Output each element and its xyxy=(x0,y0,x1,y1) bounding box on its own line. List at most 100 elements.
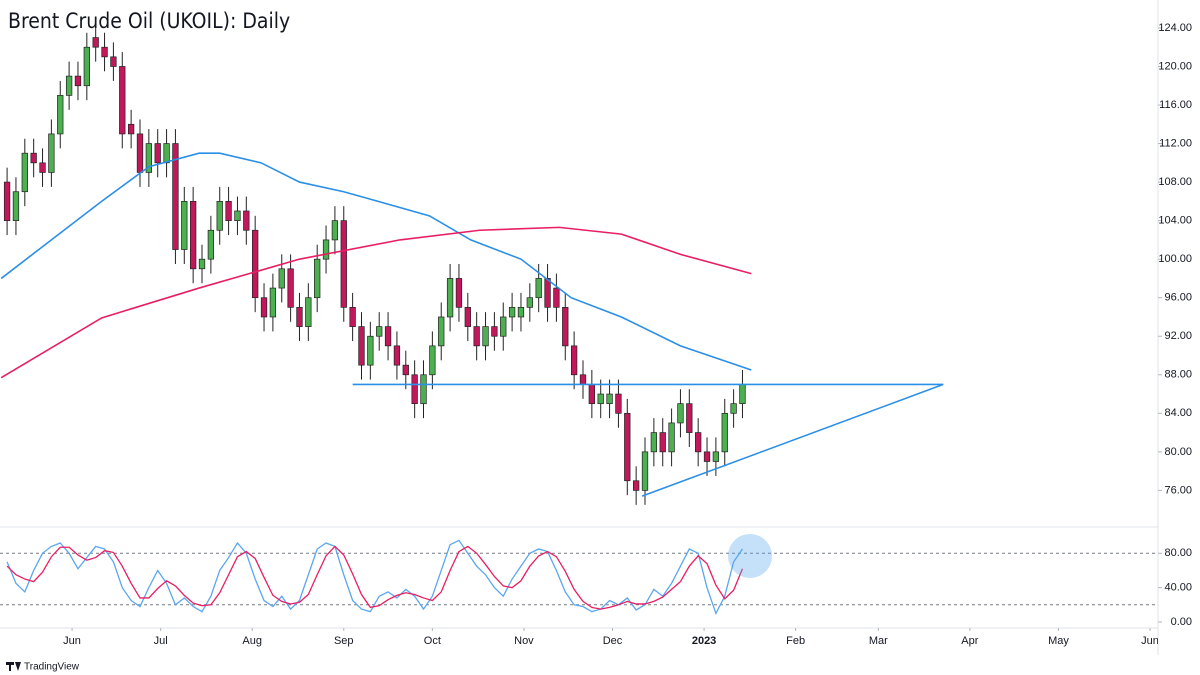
candle-body xyxy=(322,239,330,260)
candle-body xyxy=(438,316,445,347)
y-tick-label: 80.00 xyxy=(1164,547,1192,559)
candle-body xyxy=(588,384,595,405)
candle-body xyxy=(650,432,658,453)
y-tick-label: 40.00 xyxy=(1164,582,1192,594)
logo xyxy=(6,662,21,671)
candle-body xyxy=(384,326,392,347)
indicator-line xyxy=(6,545,744,610)
y-tick-label: 120.00 xyxy=(1158,60,1192,72)
candle-body xyxy=(198,258,206,270)
candle-body xyxy=(712,451,720,462)
candle-body xyxy=(535,278,542,299)
candle-body xyxy=(473,326,480,347)
candle-body xyxy=(172,143,179,250)
footer: TradingView xyxy=(24,662,80,673)
candle-body xyxy=(659,432,666,453)
candle-body xyxy=(500,316,507,337)
x-tick-label: Jul xyxy=(154,635,168,647)
highlight-circle xyxy=(728,534,772,578)
x-tick-label: Jun xyxy=(1141,635,1159,647)
candle-body xyxy=(624,412,631,482)
x-tick-label: Nov xyxy=(514,635,534,647)
y-tick-label: 88.00 xyxy=(1164,369,1192,381)
candle-body xyxy=(127,123,135,135)
candle-body xyxy=(340,220,347,308)
y-tick-label: 124.00 xyxy=(1158,22,1192,34)
candle-body xyxy=(446,278,454,318)
y-tick-label: 0.00 xyxy=(1171,616,1192,628)
candle-body xyxy=(739,384,746,405)
candle-body xyxy=(119,66,126,135)
y-tick-label: 76.00 xyxy=(1164,484,1192,496)
candle-body xyxy=(402,364,409,376)
candle-body xyxy=(92,37,99,48)
candle-body xyxy=(48,133,55,173)
candle-body xyxy=(260,297,268,318)
candle-body xyxy=(491,326,498,337)
y-tick-label: 116.00 xyxy=(1159,99,1192,111)
candle-body xyxy=(39,162,46,173)
candle-body xyxy=(686,403,693,433)
candle-body xyxy=(57,95,64,135)
candle-body xyxy=(21,152,28,193)
candle-body xyxy=(482,326,489,347)
y-tick-label: 92.00 xyxy=(1164,330,1192,342)
candle-body xyxy=(455,278,463,308)
candle-body xyxy=(358,326,365,366)
x-tick-label: Dec xyxy=(603,635,623,647)
candle-body xyxy=(207,229,215,260)
candle-body xyxy=(721,412,728,453)
y-tick-label: 80.00 xyxy=(1164,446,1192,458)
y-tick-label: 112.00 xyxy=(1159,137,1192,149)
candle-body xyxy=(110,56,117,67)
x-tick-label: Mar xyxy=(869,635,888,647)
x-tick-label: Oct xyxy=(424,635,441,647)
candle-body xyxy=(553,287,560,308)
candle-body xyxy=(632,480,640,491)
candle-body xyxy=(695,432,702,453)
y-tick-label: 84.00 xyxy=(1164,407,1192,419)
x-tick-label: Aug xyxy=(242,635,262,647)
overlay-line xyxy=(0,226,752,379)
candle-body xyxy=(517,306,525,318)
candle-body xyxy=(154,143,161,164)
candle-body xyxy=(269,287,277,318)
candle-body xyxy=(287,268,294,308)
overlay-line xyxy=(641,383,944,497)
candle-body xyxy=(234,210,241,221)
candle-body xyxy=(65,75,73,96)
candle-body xyxy=(526,297,533,308)
y-tick-label: 96.00 xyxy=(1164,292,1192,304)
x-tick-label: Sep xyxy=(334,635,354,647)
y-tick-label: 108.00 xyxy=(1158,176,1192,188)
y-tick-label: 104.00 xyxy=(1158,215,1192,227)
candle-body xyxy=(668,422,675,453)
candle-body xyxy=(615,393,622,414)
candle-body xyxy=(296,306,303,327)
plot-area: Jun Jul Aug Sep Oct Nov Dec 2023 Feb Mar Apr May Jun xyxy=(0,23,1159,647)
candle-body xyxy=(544,278,551,308)
candle-body xyxy=(145,143,152,173)
candle-body xyxy=(331,220,339,241)
overlay-line xyxy=(0,152,752,371)
chart-title: Brent Crude Oil (UKOIL): Daily xyxy=(8,9,290,33)
candle-body xyxy=(314,258,321,299)
candle-body xyxy=(411,374,418,405)
candle-body xyxy=(243,210,250,231)
candle-body xyxy=(74,75,82,87)
x-tick-label: May xyxy=(1048,635,1069,647)
candle-body xyxy=(278,268,285,289)
candle-body xyxy=(136,133,144,173)
candle-body xyxy=(101,46,108,58)
candle-body xyxy=(12,191,20,221)
candle-body xyxy=(508,306,516,318)
candle-body xyxy=(163,143,170,164)
candle-body xyxy=(641,451,649,491)
x-tick-label: Jun xyxy=(63,635,81,647)
candle-body xyxy=(570,345,578,376)
candle-body xyxy=(464,306,471,327)
candle-body xyxy=(393,345,401,366)
candle-body xyxy=(579,374,587,385)
